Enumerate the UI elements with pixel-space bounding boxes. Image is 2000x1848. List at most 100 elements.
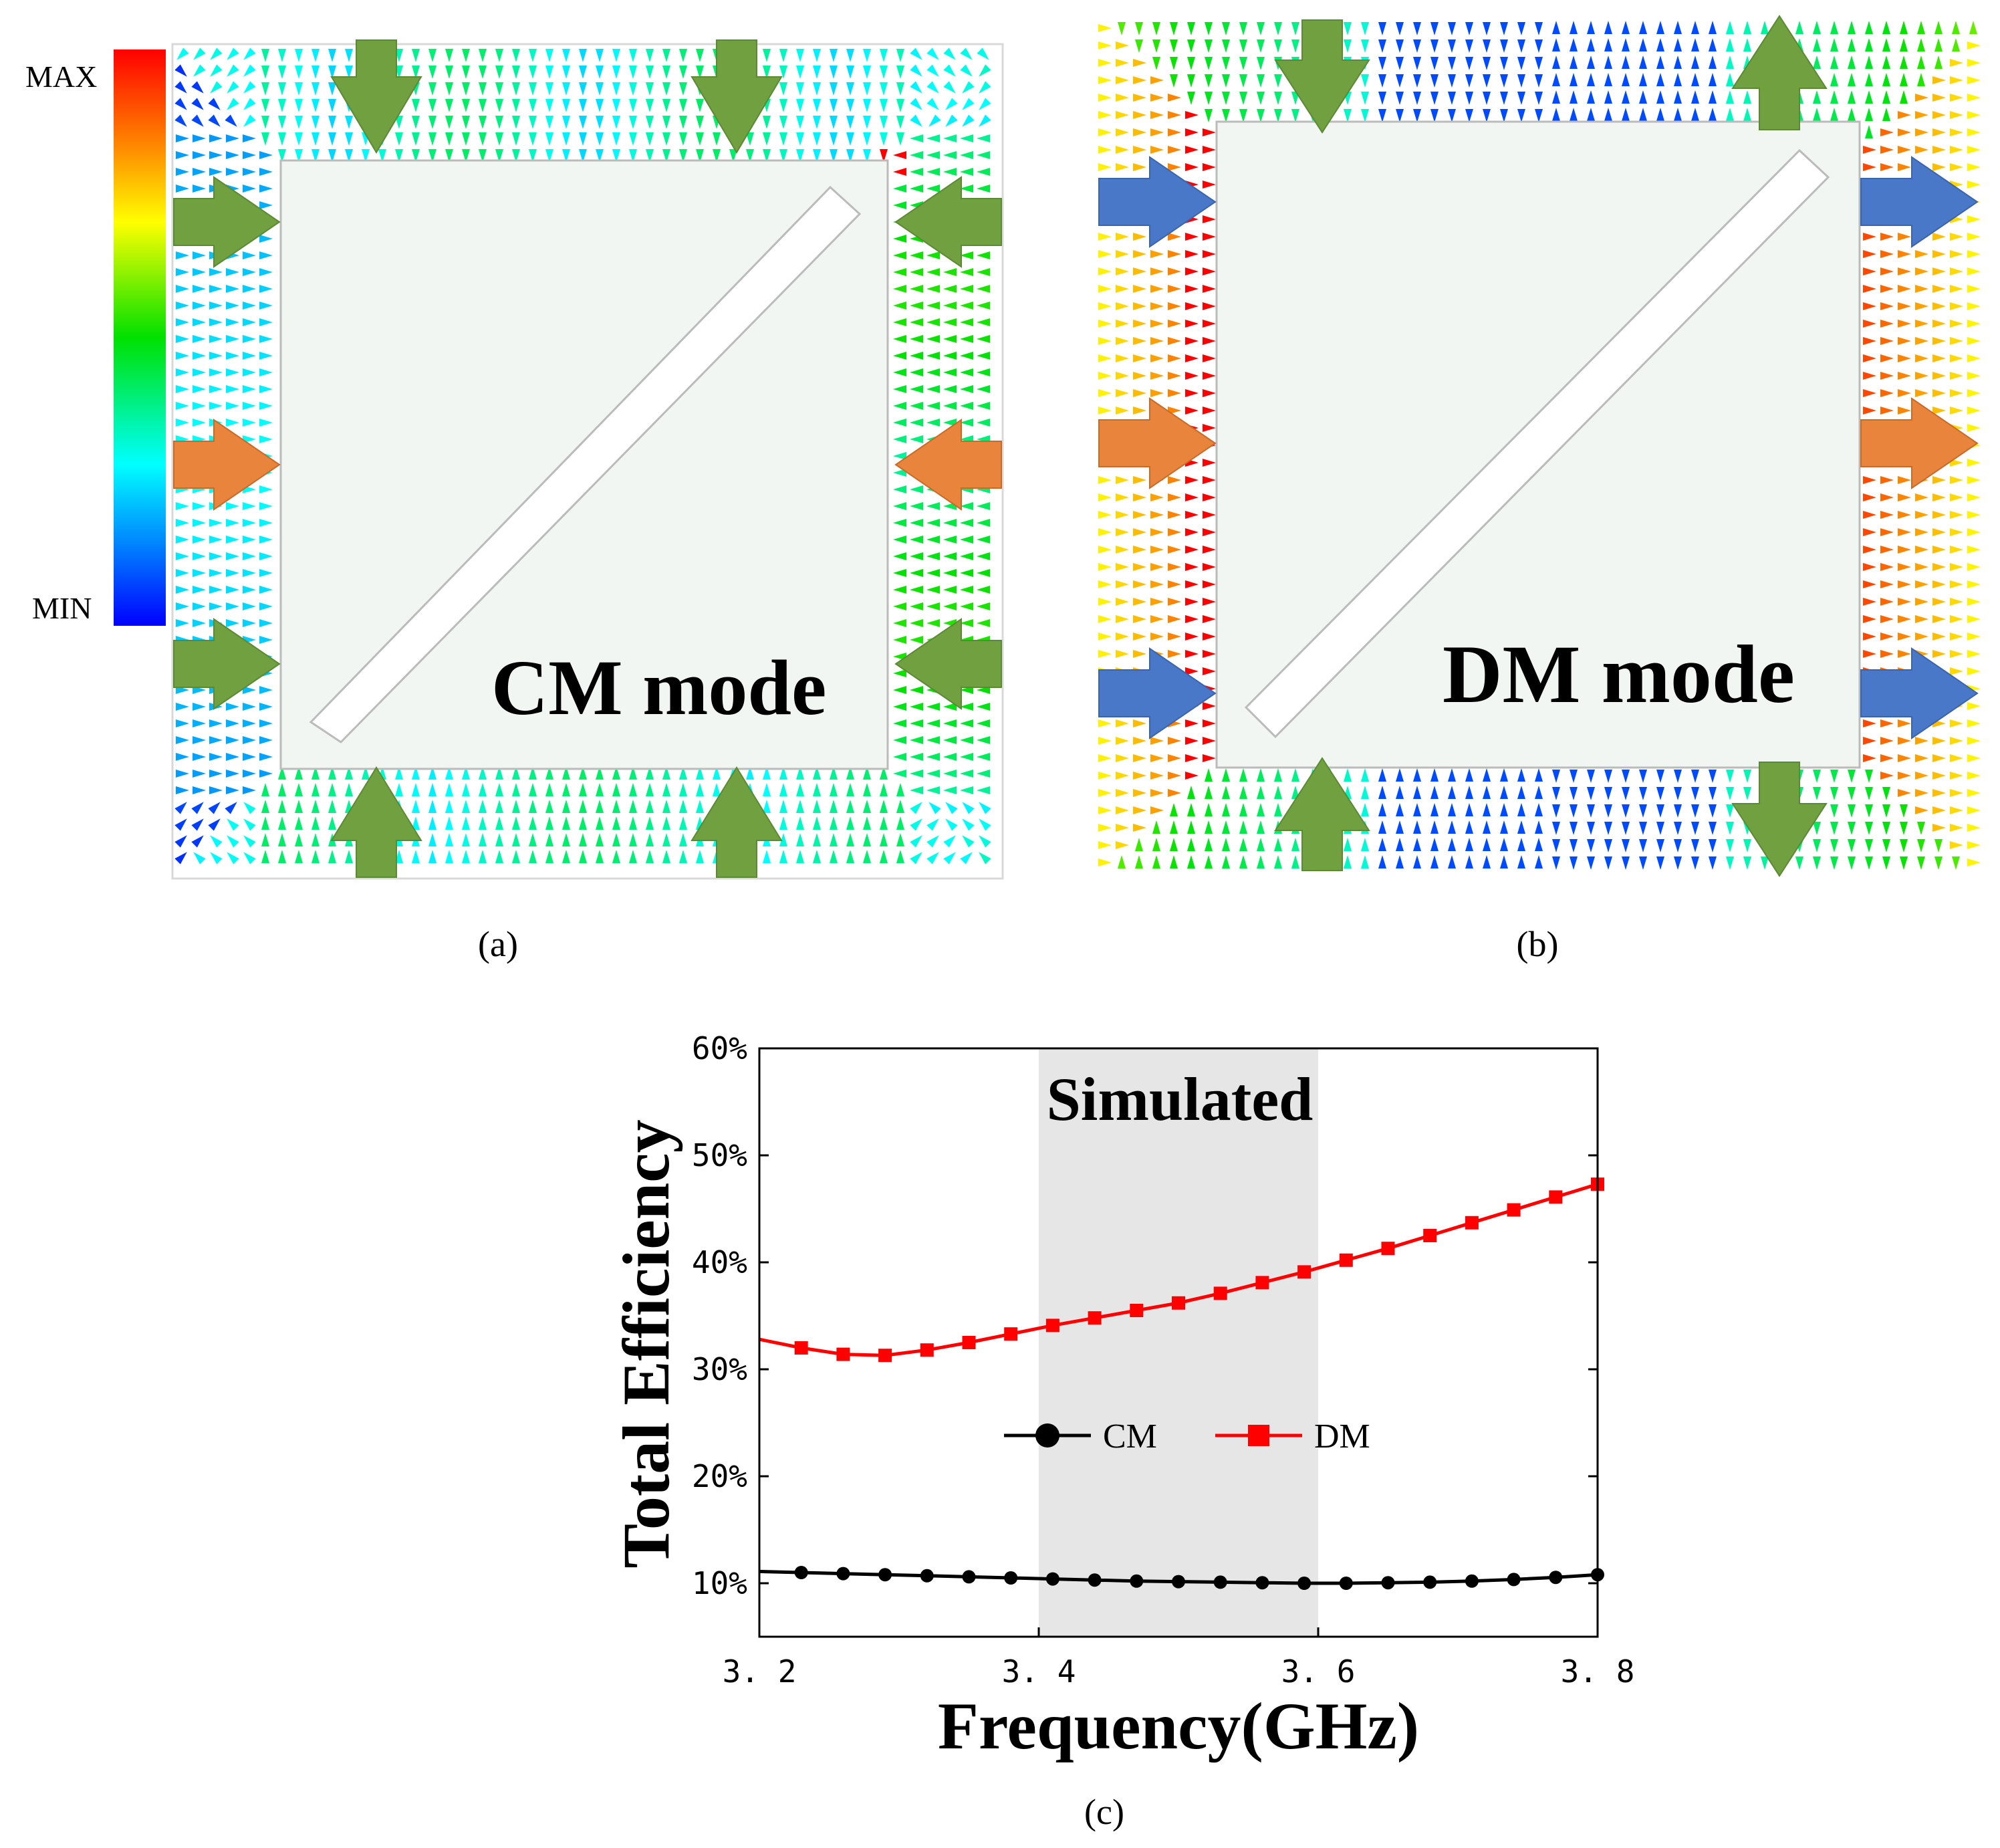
field-arrow-icon [1882, 55, 1890, 69]
field-arrow-icon [779, 49, 787, 62]
field-arrow-icon [910, 81, 922, 94]
field-arrow-icon [428, 132, 436, 146]
field-arrow-icon [1098, 111, 1112, 119]
field-arrow-icon [1830, 73, 1838, 86]
field-arrow-icon [1135, 22, 1143, 35]
field-arrow-icon [960, 569, 973, 577]
field-arrow-icon [209, 602, 223, 610]
field-arrow-icon [662, 816, 670, 830]
field-arrow-icon [779, 800, 787, 813]
field-arrow-icon [1917, 822, 1925, 835]
field-arrow-icon [495, 833, 503, 846]
field-arrow-icon [1205, 855, 1213, 869]
field-arrow-icon [1291, 22, 1299, 35]
field-arrow-icon [1203, 754, 1216, 762]
field-arrow-icon [893, 703, 906, 711]
field-arrow-icon [328, 766, 336, 780]
field-arrow-icon [1726, 38, 1734, 51]
field-arrow-icon [311, 800, 320, 813]
field-arrow-icon [311, 833, 320, 846]
field-arrow-icon [209, 786, 223, 794]
field-arrow-icon [1604, 787, 1612, 800]
field-arrow-icon [1168, 267, 1181, 275]
field-arrow-icon [259, 402, 273, 410]
field-arrow-icon [926, 335, 940, 343]
field-arrow-icon [562, 783, 570, 796]
field-arrow-icon [243, 536, 256, 544]
field-arrow-icon [1430, 57, 1439, 70]
field-arrow-icon [1361, 838, 1369, 851]
field-arrow-icon [209, 318, 223, 326]
field-arrow-icon [1203, 563, 1216, 571]
field-arrow-icon [1465, 768, 1473, 782]
field-arrow-icon [1950, 719, 1963, 727]
field-arrow-icon [1967, 858, 1981, 867]
field-arrow-icon [395, 149, 403, 162]
field-arrow-icon [1239, 855, 1247, 869]
field-arrow-icon [226, 736, 239, 744]
field-arrow-icon [278, 766, 286, 780]
field-arrow-icon [1168, 511, 1181, 519]
field-arrow-icon [1570, 38, 1578, 51]
field-arrow-icon [1932, 737, 1946, 745]
field-arrow-icon [977, 402, 990, 410]
field-arrow-icon [1150, 632, 1164, 641]
arrow-down-icon [1274, 19, 1370, 134]
field-arrow-icon [979, 818, 991, 831]
field-arrow-icon [1185, 320, 1199, 328]
field-arrow-icon [1203, 667, 1216, 675]
field-arrow-icon [796, 132, 804, 146]
field-arrow-icon [1863, 737, 1876, 745]
field-arrow-icon [763, 800, 771, 813]
field-arrow-icon [926, 302, 940, 310]
field-arrow-icon [1378, 768, 1386, 782]
field-arrow-icon [1950, 407, 1963, 415]
field-arrow-icon [1274, 855, 1282, 869]
field-arrow-icon [1222, 22, 1230, 35]
field-arrow-icon [545, 816, 553, 830]
field-arrow-icon [1932, 76, 1946, 84]
field-arrow-icon [226, 602, 239, 610]
field-arrow-icon [910, 302, 923, 310]
field-arrow-icon [1187, 820, 1195, 834]
field-arrow-icon [1430, 803, 1439, 816]
data-point-cm [1213, 1575, 1227, 1589]
field-arrow-icon [1656, 787, 1664, 800]
field-arrow-icon [1967, 528, 1981, 536]
field-arrow-icon [1291, 838, 1299, 851]
field-arrow-icon [1587, 770, 1595, 783]
field-arrow-icon [259, 235, 273, 243]
field-arrow-icon [1378, 838, 1386, 851]
field-arrow-icon [1915, 772, 1928, 780]
field-arrow-icon [1830, 856, 1838, 870]
field-arrow-icon [1116, 163, 1129, 171]
field-arrow-icon [209, 302, 223, 310]
field-arrow-icon [612, 49, 620, 62]
field-arrow-icon [1880, 580, 1894, 588]
field-arrow-icon [1967, 337, 1981, 345]
field-arrow-icon [1168, 163, 1181, 171]
field-arrow-icon [176, 368, 189, 376]
field-arrow-icon [960, 335, 973, 343]
field-arrow-icon [1396, 820, 1404, 834]
field-arrow-icon [1950, 250, 1963, 258]
field-arrow-icon [926, 134, 940, 142]
field-arrow-icon [1709, 55, 1717, 69]
field-arrow-icon [226, 335, 239, 343]
field-arrow-icon [1950, 146, 1963, 154]
field-arrow-icon [243, 753, 256, 761]
field-arrow-icon [545, 82, 553, 96]
field-arrow-icon [1116, 233, 1129, 241]
field-arrow-icon [1743, 108, 1751, 121]
field-arrow-icon [926, 818, 939, 831]
field-arrow-icon [479, 132, 487, 146]
field-arrow-icon [893, 619, 906, 627]
field-arrow-icon [1465, 855, 1473, 869]
field-arrow-icon [243, 81, 256, 94]
field-arrow-icon [629, 116, 637, 129]
field-arrow-icon [1898, 354, 1911, 362]
field-arrow-icon [174, 98, 187, 110]
field-arrow-icon [1483, 39, 1491, 53]
field-arrow-icon [1205, 786, 1213, 799]
field-arrow-icon [176, 602, 189, 610]
